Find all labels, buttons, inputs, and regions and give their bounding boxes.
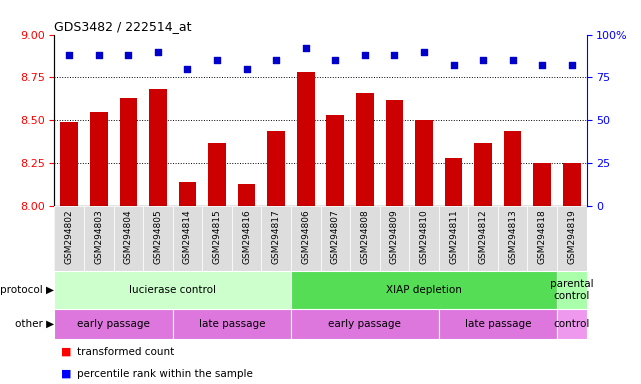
Bar bbox=[54, 309, 172, 339]
Bar bbox=[267, 131, 285, 206]
Bar bbox=[528, 206, 557, 271]
Text: GSM294809: GSM294809 bbox=[390, 209, 399, 264]
Bar bbox=[469, 206, 498, 271]
Point bbox=[212, 57, 222, 63]
Bar bbox=[291, 271, 557, 309]
Text: ■: ■ bbox=[61, 369, 71, 379]
Bar bbox=[350, 206, 379, 271]
Point bbox=[123, 52, 133, 58]
Bar bbox=[563, 163, 581, 206]
Bar bbox=[262, 206, 291, 271]
Text: GSM294802: GSM294802 bbox=[65, 209, 74, 264]
Bar bbox=[291, 206, 320, 271]
Bar bbox=[291, 309, 438, 339]
Text: parental
control: parental control bbox=[550, 279, 594, 301]
Bar bbox=[238, 184, 256, 206]
Text: GSM294815: GSM294815 bbox=[213, 209, 222, 264]
Point bbox=[271, 57, 281, 63]
Text: GSM294803: GSM294803 bbox=[94, 209, 103, 264]
Bar bbox=[203, 206, 232, 271]
Text: late passage: late passage bbox=[465, 319, 531, 329]
Bar bbox=[385, 100, 403, 206]
Text: GDS3482 / 222514_at: GDS3482 / 222514_at bbox=[54, 20, 192, 33]
Bar bbox=[208, 142, 226, 206]
Bar bbox=[415, 120, 433, 206]
Bar bbox=[232, 206, 262, 271]
Text: GSM294812: GSM294812 bbox=[479, 209, 488, 264]
Bar bbox=[60, 122, 78, 206]
Text: transformed count: transformed count bbox=[77, 347, 174, 357]
Bar bbox=[119, 98, 137, 206]
Text: GSM294814: GSM294814 bbox=[183, 209, 192, 264]
Text: GSM294808: GSM294808 bbox=[360, 209, 369, 264]
Text: GSM294807: GSM294807 bbox=[331, 209, 340, 264]
Text: GSM294811: GSM294811 bbox=[449, 209, 458, 264]
Text: GSM294816: GSM294816 bbox=[242, 209, 251, 264]
Bar bbox=[113, 206, 143, 271]
Point bbox=[94, 52, 104, 58]
Bar bbox=[90, 112, 108, 206]
Point bbox=[567, 62, 577, 68]
Point bbox=[64, 52, 74, 58]
Bar bbox=[143, 206, 172, 271]
Text: GSM294813: GSM294813 bbox=[508, 209, 517, 264]
Text: control: control bbox=[554, 319, 590, 329]
Point bbox=[183, 66, 193, 72]
Bar bbox=[320, 206, 350, 271]
Bar bbox=[504, 131, 522, 206]
Text: protocol ▶: protocol ▶ bbox=[0, 285, 54, 295]
Point bbox=[537, 62, 547, 68]
Bar bbox=[149, 89, 167, 206]
Bar bbox=[172, 309, 291, 339]
Text: percentile rank within the sample: percentile rank within the sample bbox=[77, 369, 253, 379]
Bar bbox=[438, 206, 469, 271]
Bar bbox=[557, 206, 587, 271]
Text: other ▶: other ▶ bbox=[15, 319, 54, 329]
Point bbox=[242, 66, 252, 72]
Point bbox=[419, 49, 429, 55]
Bar bbox=[326, 115, 344, 206]
Text: lucierase control: lucierase control bbox=[129, 285, 216, 295]
Text: ■: ■ bbox=[61, 347, 71, 357]
Bar bbox=[445, 158, 462, 206]
Point bbox=[360, 52, 370, 58]
Point bbox=[330, 57, 340, 63]
Text: GSM294818: GSM294818 bbox=[538, 209, 547, 264]
Point bbox=[389, 52, 399, 58]
Bar bbox=[557, 309, 587, 339]
Bar bbox=[498, 206, 528, 271]
Text: late passage: late passage bbox=[199, 319, 265, 329]
Bar bbox=[54, 206, 84, 271]
Text: GSM294805: GSM294805 bbox=[153, 209, 162, 264]
Bar bbox=[54, 271, 291, 309]
Bar bbox=[356, 93, 374, 206]
Bar bbox=[172, 206, 203, 271]
Text: early passage: early passage bbox=[328, 319, 401, 329]
Bar bbox=[179, 182, 196, 206]
Bar bbox=[474, 142, 492, 206]
Text: GSM294810: GSM294810 bbox=[419, 209, 428, 264]
Point bbox=[508, 57, 518, 63]
Bar bbox=[409, 206, 438, 271]
Bar bbox=[297, 72, 315, 206]
Text: GSM294817: GSM294817 bbox=[272, 209, 281, 264]
Point bbox=[301, 45, 311, 51]
Text: GSM294819: GSM294819 bbox=[567, 209, 576, 264]
Bar bbox=[557, 271, 587, 309]
Text: GSM294806: GSM294806 bbox=[301, 209, 310, 264]
Text: early passage: early passage bbox=[77, 319, 150, 329]
Text: GSM294804: GSM294804 bbox=[124, 209, 133, 264]
Bar bbox=[379, 206, 409, 271]
Text: XIAP depletion: XIAP depletion bbox=[386, 285, 462, 295]
Bar bbox=[533, 163, 551, 206]
Point bbox=[448, 62, 458, 68]
Bar bbox=[438, 309, 557, 339]
Point bbox=[153, 49, 163, 55]
Point bbox=[478, 57, 488, 63]
Bar bbox=[84, 206, 113, 271]
